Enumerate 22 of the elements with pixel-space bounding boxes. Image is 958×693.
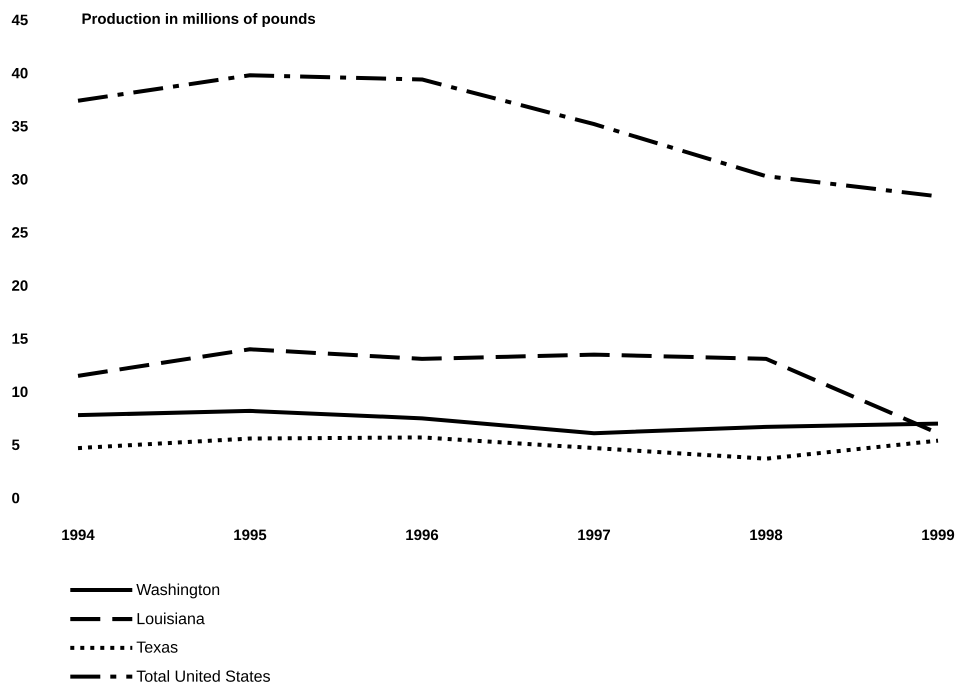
x-tick-label: 1999 <box>922 530 954 540</box>
legend-label: Washington <box>136 583 220 598</box>
y-tick-label: 20 <box>12 280 28 291</box>
y-axis-title: Production in millions of pounds <box>82 12 316 27</box>
x-tick-label: 1996 <box>406 530 438 540</box>
x-tick-label: 1994 <box>62 530 95 540</box>
y-tick-label: 5 <box>12 440 20 450</box>
legend-label: Texas <box>136 642 178 653</box>
y-tick-label: 45 <box>12 14 28 26</box>
y-tick-label: 35 <box>12 120 28 132</box>
y-tick-label: 25 <box>12 227 28 238</box>
x-tick-label: 1997 <box>578 530 610 540</box>
legend-label: Total United States <box>136 670 270 682</box>
y-tick-label: 10 <box>12 386 28 398</box>
y-tick-label: 0 <box>12 492 20 504</box>
x-tick-label: 1998 <box>750 530 782 540</box>
y-tick-label: 30 <box>12 174 28 185</box>
line-series <box>76 435 940 461</box>
y-tick-label: 40 <box>12 68 28 78</box>
x-tick-label: 1995 <box>234 530 266 540</box>
y-tick-label: 15 <box>12 333 28 344</box>
legend-label: Louisiana <box>138 612 205 624</box>
